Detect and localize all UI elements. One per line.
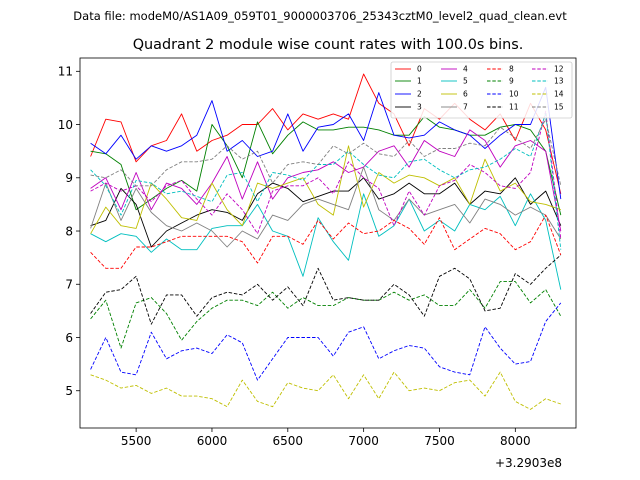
series-line-7: [90, 166, 562, 248]
chart-title: Quadrant 2 module wise count rates with …: [133, 37, 524, 53]
y-tick-label: 10: [58, 118, 73, 132]
y-tick-label: 5: [65, 384, 73, 398]
legend-label-7: 7: [463, 103, 468, 112]
series-line-13: [90, 113, 562, 250]
x-tick-label: 5500: [121, 434, 152, 448]
series-line-6: [90, 145, 561, 234]
series-line-11: [90, 254, 562, 325]
y-tick-label: 11: [58, 65, 73, 79]
legend-label-13: 13: [554, 77, 564, 86]
legend-label-4: 4: [463, 65, 468, 74]
series-line-2: [90, 86, 562, 200]
legend-label-11: 11: [509, 103, 519, 112]
legend-label-5: 5: [463, 77, 468, 86]
legend-label-1: 1: [417, 77, 422, 86]
legend-label-12: 12: [554, 65, 564, 74]
x-tick-label: 7500: [424, 434, 455, 448]
series-line-0: [90, 73, 562, 194]
legend-label-9: 9: [509, 77, 514, 86]
series-line-5: [90, 193, 562, 290]
y-tick-label: 8: [65, 224, 73, 238]
legend-label-10: 10: [509, 90, 519, 99]
legend-label-0: 0: [417, 65, 422, 74]
axes-frame: [79, 57, 577, 429]
chart-suptitle: Data file: modeM0/AS1A09_059T01_90000037…: [73, 9, 567, 23]
series-line-9: [90, 281, 562, 349]
x-tick-label: 6500: [273, 434, 304, 448]
series-line-14: [90, 371, 561, 410]
series-line-4: [90, 129, 562, 232]
legend-label-3: 3: [417, 103, 422, 112]
y-tick-label: 9: [65, 171, 73, 185]
legend-label-8: 8: [509, 65, 514, 74]
legend-label-14: 14: [554, 90, 564, 99]
series-line-3: [90, 177, 562, 248]
x-tick-label: 6000: [197, 434, 228, 448]
x-tick-label: 7000: [348, 434, 379, 448]
series-line-8: [90, 214, 562, 269]
series-line-1: [90, 116, 562, 216]
series-line-15: [90, 118, 562, 187]
legend-label-2: 2: [417, 90, 422, 99]
legend-box: [390, 61, 573, 119]
series-line-10: [90, 302, 562, 381]
legend-label-15: 15: [554, 103, 564, 112]
series-line-12: [90, 110, 562, 240]
legend-label-6: 6: [463, 90, 468, 99]
x-offset-label: +3.2903e8: [495, 456, 562, 470]
x-tick-label: 8000: [500, 434, 531, 448]
y-tick-label: 7: [65, 278, 73, 292]
y-tick-label: 6: [65, 331, 73, 345]
